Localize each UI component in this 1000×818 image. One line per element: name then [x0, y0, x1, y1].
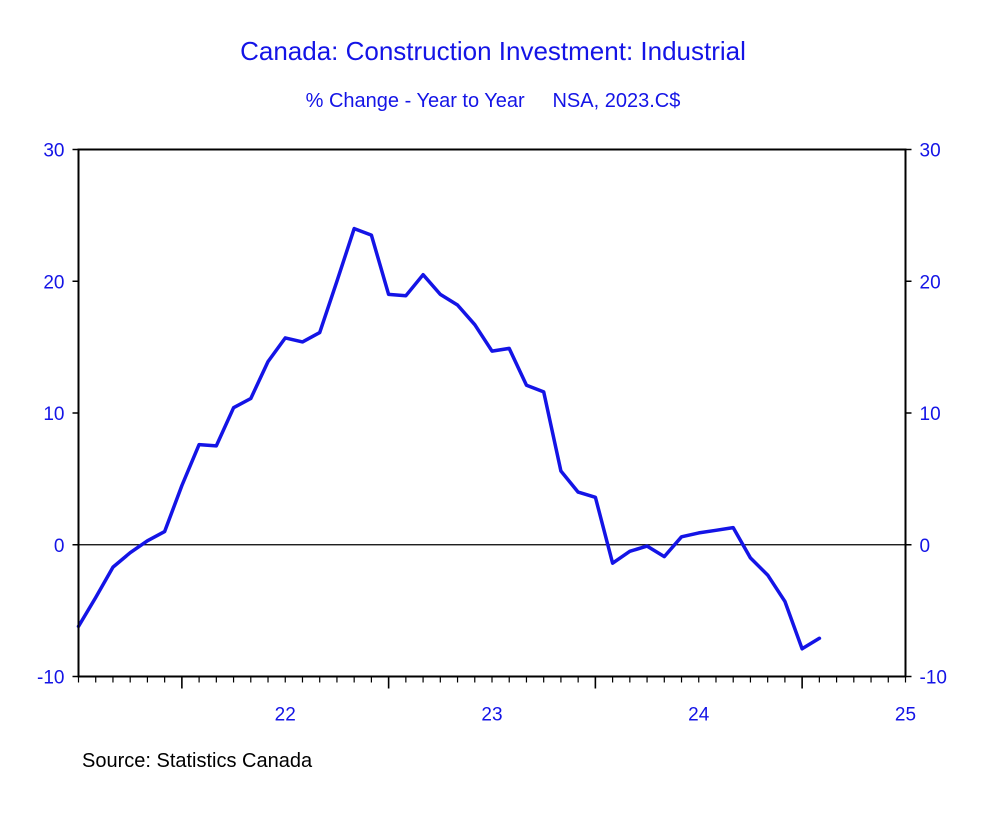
chart-title: Canada: Construction Investment: Industr…	[240, 36, 746, 66]
y-tick-label-left: -10	[37, 668, 64, 689]
y-tick-label-right: 10	[920, 404, 941, 425]
x-tick-label: 22	[275, 705, 296, 726]
y-tick-label-left: 20	[43, 272, 64, 293]
x-tick-label: 25	[895, 705, 916, 726]
y-tick-label-left: 30	[43, 141, 64, 162]
y-tick-label-right: -10	[920, 668, 947, 689]
series-line	[76, 226, 822, 651]
x-tick-label: 23	[481, 705, 502, 726]
y-tick-label-right: 30	[920, 141, 941, 162]
chart-subtitle: % Change - Year to Year NSA, 2023.C$	[305, 90, 681, 112]
y-tick-label-right: 20	[920, 272, 941, 293]
source-note: Source: Statistics Canada	[82, 750, 313, 772]
x-tick-label: 24	[688, 705, 710, 726]
y-tick-label-right: 0	[920, 536, 931, 557]
y-tick-label-left: 0	[54, 536, 65, 557]
y-tick-label-left: 10	[43, 404, 64, 425]
